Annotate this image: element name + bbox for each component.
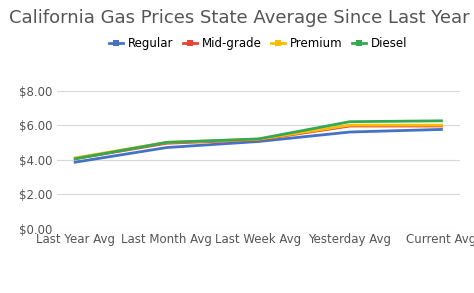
Text: California Gas Prices State Average Since Last Year: California Gas Prices State Average Sinc… bbox=[9, 9, 470, 27]
Premium bbox=[164, 141, 170, 144]
Mid-grade bbox=[73, 157, 78, 161]
Diesel bbox=[347, 120, 353, 123]
Mid-grade bbox=[164, 142, 170, 145]
Regular bbox=[164, 146, 170, 149]
Legend: Regular, Mid-grade, Premium, Diesel: Regular, Mid-grade, Premium, Diesel bbox=[104, 32, 412, 55]
Line: Regular: Regular bbox=[75, 130, 441, 162]
Mid-grade bbox=[255, 138, 261, 142]
Diesel bbox=[73, 157, 78, 161]
Regular bbox=[255, 140, 261, 143]
Regular bbox=[438, 128, 444, 131]
Premium bbox=[255, 137, 261, 141]
Line: Premium: Premium bbox=[75, 125, 441, 158]
Diesel bbox=[255, 137, 261, 141]
Regular bbox=[73, 161, 78, 164]
Line: Diesel: Diesel bbox=[75, 121, 441, 159]
Line: Mid-grade: Mid-grade bbox=[75, 126, 441, 159]
Premium bbox=[73, 156, 78, 160]
Premium bbox=[347, 123, 353, 127]
Mid-grade bbox=[347, 124, 353, 128]
Diesel bbox=[164, 141, 170, 144]
Diesel bbox=[438, 119, 444, 122]
Regular bbox=[347, 130, 353, 134]
Premium bbox=[438, 123, 444, 127]
Mid-grade bbox=[438, 124, 444, 128]
